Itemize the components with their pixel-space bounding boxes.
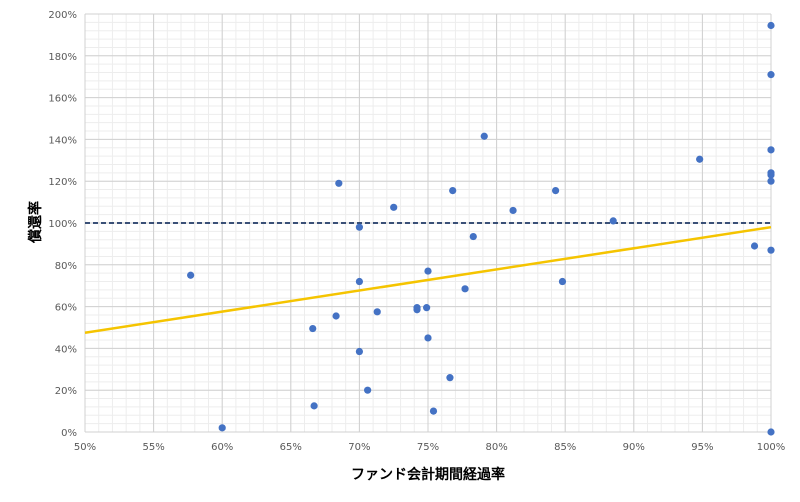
data-point: [446, 374, 454, 382]
data-point: [461, 285, 469, 293]
x-tick-label: 100%: [757, 442, 786, 453]
data-point: [696, 155, 704, 163]
x-tick-label: 60%: [211, 442, 233, 453]
data-point: [335, 179, 343, 187]
data-point: [767, 246, 775, 254]
data-point: [413, 306, 421, 314]
x-tick-label: 80%: [485, 442, 507, 453]
data-point: [767, 71, 775, 79]
data-point: [355, 223, 363, 231]
data-point: [355, 277, 363, 286]
y-tick-label: 140%: [48, 135, 77, 146]
y-tick-label: 80%: [55, 261, 77, 272]
data-point: [767, 177, 775, 185]
data-point: [310, 402, 318, 410]
data-point: [750, 242, 759, 250]
data-point: [469, 232, 477, 241]
x-tick-label: 90%: [623, 442, 645, 453]
data-point: [609, 217, 617, 225]
data-point: [390, 203, 398, 211]
trendline: [84, 225, 772, 334]
data-point: [218, 424, 226, 432]
x-axis-tick-labels: 50% 55% 60% 65% 70% 75% 80% 85% 90% 95% 100%: [74, 442, 785, 453]
data-point: [187, 271, 195, 279]
data-points: [187, 21, 775, 436]
data-point: [364, 386, 372, 394]
y-axis-tick-labels: 0% 20% 40% 60% 80% 100% 120% 140% 160% 180% 200%: [48, 10, 77, 439]
y-tick-label: 180%: [48, 52, 77, 63]
x-tick-label: 85%: [554, 442, 576, 453]
x-tick-label: 65%: [280, 442, 302, 453]
data-point: [509, 206, 517, 215]
data-point: [767, 171, 775, 179]
data-point: [424, 267, 432, 275]
data-point: [558, 277, 567, 286]
y-tick-label: 100%: [48, 219, 77, 230]
y-tick-label: 200%: [48, 10, 77, 21]
y-tick-label: 160%: [48, 94, 77, 105]
x-tick-label: 55%: [142, 442, 164, 453]
x-tick-label: 70%: [348, 442, 370, 453]
x-axis-title: ファンド会計期間経過率: [351, 466, 505, 483]
data-point: [355, 347, 363, 356]
trendline-segment: [84, 225, 772, 334]
y-tick-label: 20%: [55, 386, 77, 397]
data-point: [767, 428, 775, 436]
x-tick-label: 75%: [417, 442, 439, 453]
data-point: [332, 312, 340, 320]
data-point: [449, 187, 457, 195]
data-point: [551, 187, 560, 195]
major-grid: [84, 13, 772, 433]
x-tick-label: 50%: [74, 442, 96, 453]
y-tick-label: 60%: [55, 303, 77, 314]
x-tick-label: 95%: [691, 442, 713, 453]
y-tick-label: 0%: [61, 428, 77, 439]
y-axis-title: 償還率: [27, 201, 44, 244]
data-point: [373, 308, 381, 316]
y-tick-label: 40%: [55, 344, 77, 355]
data-point: [309, 324, 317, 333]
y-tick-label: 120%: [48, 177, 77, 188]
data-point: [767, 146, 775, 154]
data-point: [767, 21, 775, 30]
data-point: [480, 132, 488, 140]
data-point: [424, 334, 432, 342]
data-point: [423, 304, 431, 312]
data-point: [429, 407, 438, 415]
